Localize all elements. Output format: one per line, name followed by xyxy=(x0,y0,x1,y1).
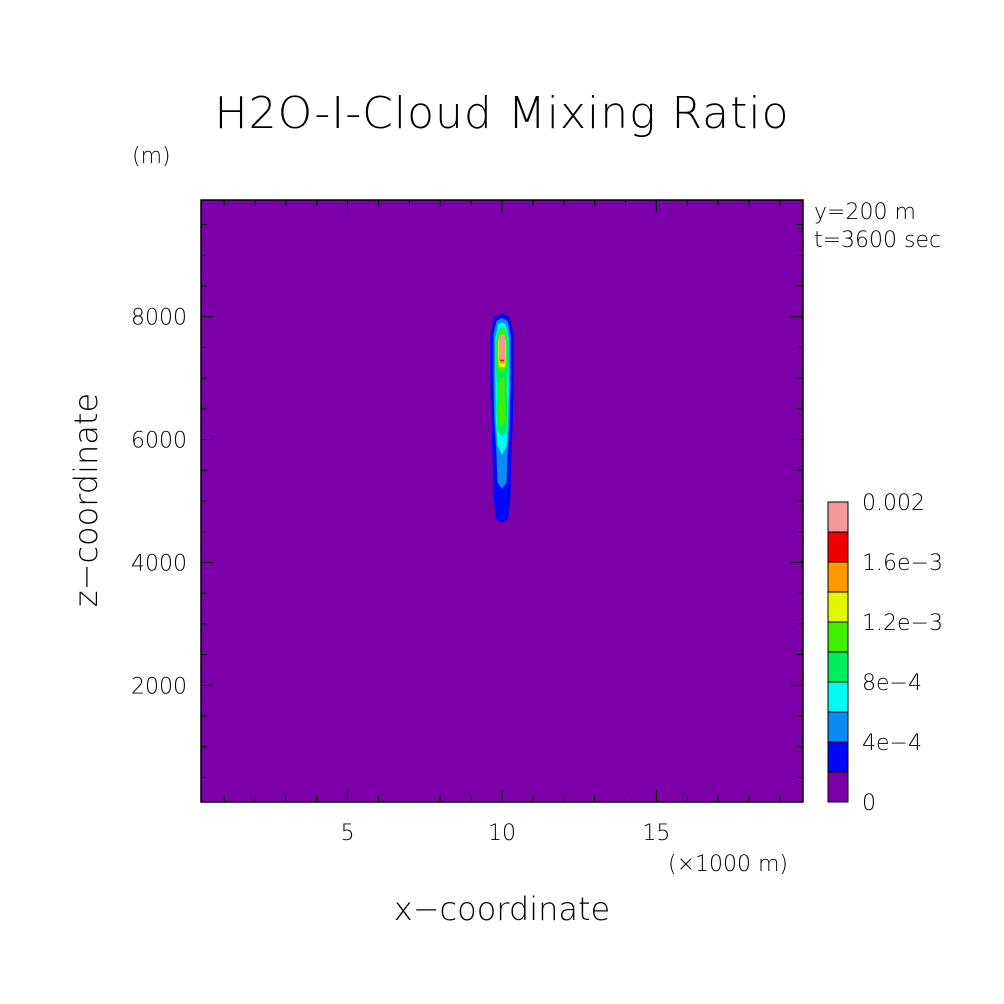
colorbar-label: 0 xyxy=(862,791,876,816)
colorbar-label: 4e−4 xyxy=(862,731,922,756)
colorbar-swatch xyxy=(827,681,849,713)
y-tick-label: 4000 xyxy=(131,551,187,576)
y-tick-label: 6000 xyxy=(131,429,187,454)
colorbar-swatch xyxy=(827,561,849,593)
x-axis-label: x−coordinate xyxy=(393,890,611,928)
colorbar-swatch xyxy=(827,651,849,683)
annotation-time: t=3600 sec xyxy=(814,228,942,253)
x-axis-unit: (×1000 m) xyxy=(668,852,789,877)
x-tick-label: 5 xyxy=(341,821,355,846)
contour-level-0.002 xyxy=(499,343,505,355)
colorbar-swatch xyxy=(827,591,849,623)
plot-area xyxy=(201,200,803,802)
y-tick-label: 8000 xyxy=(131,306,187,331)
colorbar-swatch xyxy=(827,501,849,533)
colorbar-swatch xyxy=(827,621,849,653)
colorbar-label: 8e−4 xyxy=(862,671,922,696)
chart-title: H2O-I-Cloud Mixing Ratio xyxy=(214,88,790,139)
colorbar-label: 1.2e−3 xyxy=(862,611,943,636)
colorbar-swatch xyxy=(827,531,849,563)
y-axis-unit: (m) xyxy=(132,144,171,169)
x-tick-label: 10 xyxy=(488,821,516,846)
colorbar-swatch xyxy=(827,711,849,743)
colorbar-swatch xyxy=(827,741,849,773)
colorbar-label: 1.6e−3 xyxy=(862,551,943,576)
colorbar: 0 4e−4 8e−4 1.2e−3 1.6e−3 0.002 xyxy=(827,491,943,816)
annotation-y-position: y=200 m xyxy=(814,200,916,225)
axes: 5 10 15 2000 4000 6000 8000 xyxy=(131,199,804,846)
contour-level-0.001 xyxy=(498,378,506,428)
colorbar-label: 0.002 xyxy=(862,491,925,516)
x-tick-label: 15 xyxy=(642,821,670,846)
colorbar-swatch xyxy=(827,771,849,803)
y-tick-label: 2000 xyxy=(131,674,187,699)
